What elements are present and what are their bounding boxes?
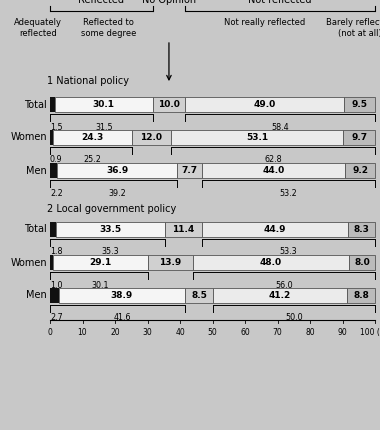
Text: 8.5: 8.5	[191, 291, 207, 300]
Text: 11.4: 11.4	[172, 225, 195, 234]
Text: 9.2: 9.2	[352, 166, 368, 175]
Text: 2 Local government policy: 2 Local government policy	[47, 204, 176, 214]
Text: 8.8: 8.8	[353, 291, 369, 300]
Text: Adequately
reflected: Adequately reflected	[14, 18, 62, 38]
Text: 30.1: 30.1	[93, 100, 115, 109]
Text: Men: Men	[26, 166, 47, 175]
Bar	[53, 255, 148, 270]
Bar	[50, 255, 53, 270]
Bar	[50, 288, 59, 303]
Text: Reflected to
some degree: Reflected to some degree	[81, 18, 136, 38]
Text: 36.9: 36.9	[106, 166, 128, 175]
Bar	[177, 163, 202, 178]
Text: Not really reflected: Not really reflected	[224, 18, 306, 27]
Text: Reflected: Reflected	[78, 0, 124, 5]
Text: 41.6: 41.6	[113, 313, 131, 322]
Text: 1 National policy: 1 National policy	[47, 76, 129, 86]
Text: 9.7: 9.7	[351, 133, 367, 142]
Text: 90: 90	[337, 328, 347, 337]
Text: 8.3: 8.3	[353, 225, 369, 234]
Text: 12.0: 12.0	[140, 133, 162, 142]
Bar	[348, 222, 375, 237]
Text: 1.5: 1.5	[50, 123, 63, 132]
Text: 31.5: 31.5	[95, 123, 112, 132]
Bar	[50, 130, 53, 145]
Text: 44.0: 44.0	[263, 166, 285, 175]
Bar	[171, 130, 344, 145]
Text: Total: Total	[24, 99, 47, 110]
Text: 70: 70	[272, 328, 282, 337]
Bar	[349, 255, 375, 270]
Bar	[202, 163, 345, 178]
Text: 44.9: 44.9	[263, 225, 286, 234]
Text: 25.2: 25.2	[84, 156, 101, 165]
Text: 7.7: 7.7	[182, 166, 198, 175]
Bar	[50, 222, 56, 237]
Text: 60: 60	[240, 328, 250, 337]
Text: 29.1: 29.1	[89, 258, 112, 267]
Bar	[344, 97, 375, 112]
Text: 56.0: 56.0	[275, 280, 293, 289]
Text: 1.0: 1.0	[50, 280, 62, 289]
Text: 50: 50	[207, 328, 217, 337]
Text: 100 (%): 100 (%)	[360, 328, 380, 337]
Bar	[347, 288, 375, 303]
Text: 10: 10	[78, 328, 87, 337]
Text: 30: 30	[142, 328, 152, 337]
Text: Not reflected: Not reflected	[249, 0, 312, 5]
Bar	[165, 222, 202, 237]
Bar	[132, 130, 171, 145]
Bar	[56, 222, 165, 237]
Bar	[213, 288, 347, 303]
Text: 41.2: 41.2	[269, 291, 291, 300]
Bar	[185, 288, 213, 303]
Text: 2.7: 2.7	[50, 313, 63, 322]
Bar	[53, 130, 132, 145]
Text: 39.2: 39.2	[108, 188, 126, 197]
Text: Men: Men	[26, 291, 47, 301]
Text: Women: Women	[10, 258, 47, 267]
Text: 35.3: 35.3	[101, 248, 119, 257]
Text: No Opinion: No Opinion	[142, 0, 196, 5]
Bar	[57, 163, 177, 178]
Bar	[153, 97, 185, 112]
Text: 48.0: 48.0	[260, 258, 282, 267]
Bar	[202, 222, 348, 237]
Bar	[344, 130, 375, 145]
Text: 80: 80	[305, 328, 315, 337]
Text: 0: 0	[48, 328, 52, 337]
Text: 13.9: 13.9	[159, 258, 182, 267]
Text: Barely reflected
(not at all): Barely reflected (not at all)	[326, 18, 380, 38]
Text: 30.1: 30.1	[92, 280, 109, 289]
Bar	[185, 97, 344, 112]
Text: 8.0: 8.0	[354, 258, 370, 267]
Text: Total: Total	[24, 224, 47, 234]
Text: 53.1: 53.1	[246, 133, 268, 142]
Text: 53.3: 53.3	[279, 248, 297, 257]
Text: 10.0: 10.0	[158, 100, 180, 109]
Bar	[345, 163, 375, 178]
Text: 53.2: 53.2	[280, 188, 298, 197]
Text: 38.9: 38.9	[111, 291, 133, 300]
Text: 20: 20	[110, 328, 120, 337]
Bar	[193, 255, 349, 270]
Bar	[50, 163, 57, 178]
Bar	[59, 288, 185, 303]
Bar	[55, 97, 153, 112]
Text: 33.5: 33.5	[99, 225, 121, 234]
Bar	[148, 255, 193, 270]
Text: 49.0: 49.0	[254, 100, 276, 109]
Text: 50.0: 50.0	[285, 313, 303, 322]
Text: 1.8: 1.8	[50, 248, 62, 257]
Text: 9.5: 9.5	[352, 100, 368, 109]
Bar	[50, 97, 55, 112]
Text: 24.3: 24.3	[81, 133, 103, 142]
Text: 2.2: 2.2	[50, 188, 63, 197]
Text: 40: 40	[175, 328, 185, 337]
Text: 58.4: 58.4	[271, 123, 289, 132]
Text: 62.8: 62.8	[264, 156, 282, 165]
Text: Women: Women	[10, 132, 47, 142]
Text: 0.9: 0.9	[50, 156, 63, 165]
